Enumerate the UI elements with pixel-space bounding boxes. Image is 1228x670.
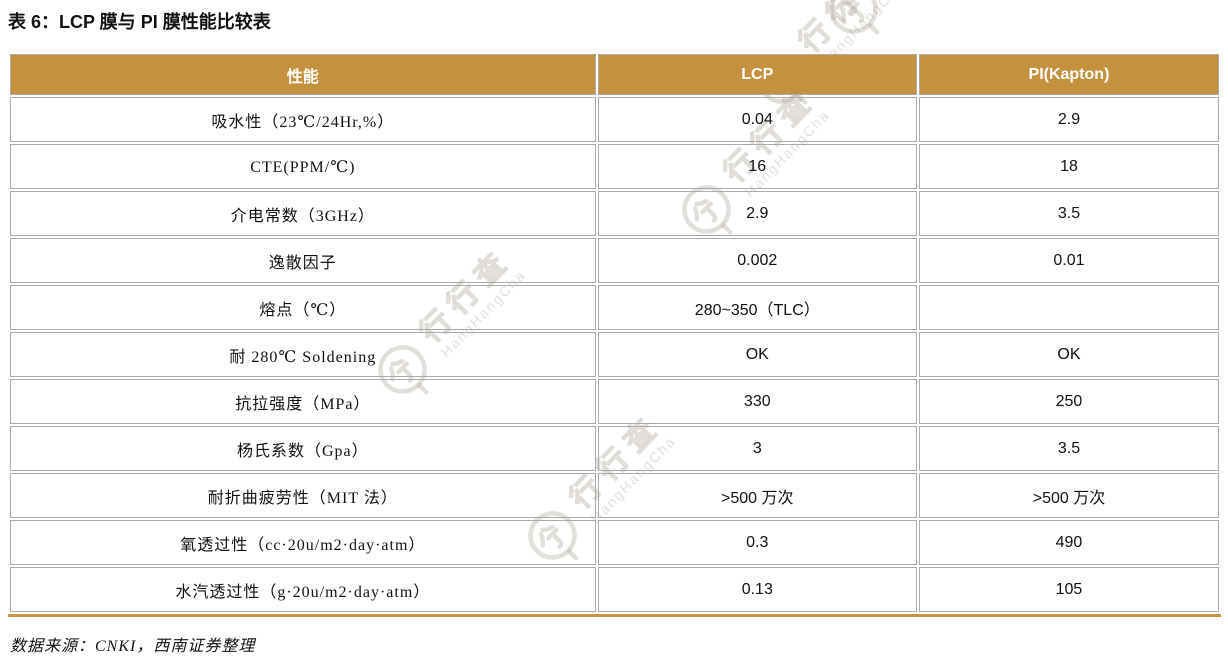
- table-title: 表 6：LCP 膜与 PI 膜性能比较表: [8, 12, 271, 32]
- column-header-property: 性能: [10, 54, 596, 95]
- pi-value-cell: 2.9: [918, 97, 1219, 142]
- table-row: 杨氏系数（Gpa） 3 3.5: [10, 426, 1219, 471]
- pi-value-cell: >500 万次: [918, 473, 1219, 518]
- property-cell: 水汽透过性（g·20u/m2·day·atm）: [10, 567, 596, 612]
- magnifier-logo-icon: [829, 0, 880, 35]
- property-cell: 耐折曲疲劳性（MIT 法）: [10, 473, 596, 518]
- property-cell: 抗拉强度（MPa）: [10, 379, 596, 424]
- property-cell: 氧透过性（cc·20u/m2·day·atm）: [10, 520, 596, 565]
- table-header: 性能 LCP PI(Kapton): [10, 54, 1219, 95]
- pi-value-cell: [918, 285, 1219, 330]
- table-bottom-rule: [8, 614, 1221, 617]
- watermark-tile: 行行查 HangHangCha: [814, 0, 989, 56]
- property-cell: 介电常数（3GHz）: [10, 191, 596, 236]
- lcp-value-cell: 0.3: [597, 520, 917, 565]
- pi-value-cell: 18: [918, 144, 1219, 189]
- comparison-table: 性能 LCP PI(Kapton) 吸水性（23℃/24Hr,%） 0.04 2…: [8, 52, 1221, 614]
- lcp-value-cell: 0.04: [597, 97, 917, 142]
- lcp-value-cell: >500 万次: [597, 473, 917, 518]
- watermark-subtext: HangHangCha: [888, 0, 983, 2]
- pi-value-cell: 105: [918, 567, 1219, 612]
- lcp-value-cell: 0.002: [597, 238, 917, 283]
- pi-value-cell: OK: [918, 332, 1219, 377]
- table-row: 介电常数（3GHz） 2.9 3.5: [10, 191, 1219, 236]
- lcp-value-cell: 0.13: [597, 567, 917, 612]
- lcp-value-cell: 16: [597, 144, 917, 189]
- property-cell: 熔点（℃）: [10, 285, 596, 330]
- table-row: 熔点（℃） 280~350（TLC）: [10, 285, 1219, 330]
- property-cell: 耐 280℃ Soldening: [10, 332, 596, 377]
- column-header-pi-kapton: PI(Kapton): [918, 54, 1219, 95]
- table-row: CTE(PPM/℃) 16 18: [10, 144, 1219, 189]
- table-body: 吸水性（23℃/24Hr,%） 0.04 2.9 CTE(PPM/℃) 16 1…: [10, 97, 1219, 612]
- property-cell: 杨氏系数（Gpa）: [10, 426, 596, 471]
- table-row: 耐折曲疲劳性（MIT 法） >500 万次 >500 万次: [10, 473, 1219, 518]
- property-cell: CTE(PPM/℃): [10, 144, 596, 189]
- source-note: 数据来源：CNKI，西南证券整理: [10, 638, 256, 655]
- pi-value-cell: 3.5: [918, 191, 1219, 236]
- column-header-lcp: LCP: [597, 54, 917, 95]
- table-row: 水汽透过性（g·20u/m2·day·atm） 0.13 105: [10, 567, 1219, 612]
- pi-value-cell: 3.5: [918, 426, 1219, 471]
- table-row: 耐 280℃ Soldening OK OK: [10, 332, 1219, 377]
- property-cell: 逸散因子: [10, 238, 596, 283]
- table-row: 氧透过性（cc·20u/m2·day·atm） 0.3 490: [10, 520, 1219, 565]
- property-cell: 吸水性（23℃/24Hr,%）: [10, 97, 596, 142]
- watermark-text: 行行查: [792, 0, 898, 60]
- lcp-value-cell: 330: [597, 379, 917, 424]
- lcp-value-cell: 280~350（TLC）: [597, 285, 917, 330]
- watermark-text-block: 行行查 HangHangCha: [866, 0, 983, 2]
- lcp-value-cell: OK: [597, 332, 917, 377]
- table-row: 吸水性（23℃/24Hr,%） 0.04 2.9: [10, 97, 1219, 142]
- table-row: 抗拉强度（MPa） 330 250: [10, 379, 1219, 424]
- pi-value-cell: 490: [918, 520, 1219, 565]
- lcp-value-cell: 3: [597, 426, 917, 471]
- lcp-value-cell: 2.9: [597, 191, 917, 236]
- pi-value-cell: 0.01: [918, 238, 1219, 283]
- header-row: 性能 LCP PI(Kapton): [10, 54, 1219, 95]
- pi-value-cell: 250: [918, 379, 1219, 424]
- table-row: 逸散因子 0.002 0.01: [10, 238, 1219, 283]
